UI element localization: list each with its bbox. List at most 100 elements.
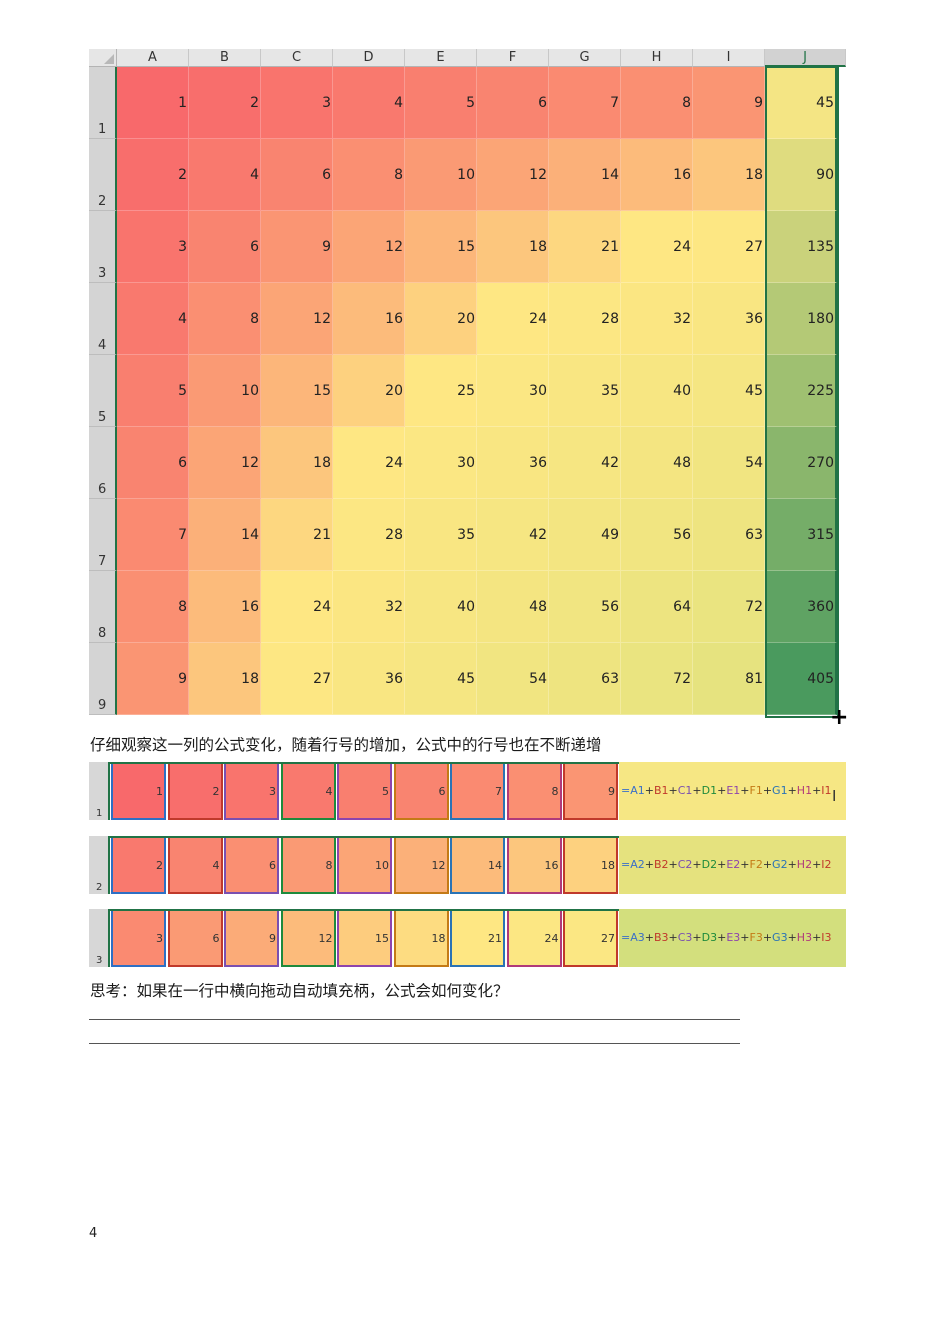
strip-cell[interactable]: 3 — [224, 762, 279, 820]
row-header-3[interactable]: 3 — [89, 211, 117, 283]
column-header-a[interactable]: A — [117, 49, 189, 67]
cell-a4[interactable]: 4 — [117, 283, 189, 355]
strip-cell[interactable]: 27 — [563, 909, 618, 967]
strip-cell[interactable]: 15 — [337, 909, 392, 967]
cell-k8[interactable] — [839, 571, 846, 644]
cell-b4[interactable]: 8 — [189, 283, 261, 355]
cell-j8[interactable]: 360 — [765, 571, 837, 643]
row-header-4[interactable]: 4 — [89, 283, 117, 355]
cell-i8[interactable]: 72 — [693, 571, 765, 643]
cell-i2[interactable]: 18 — [693, 139, 765, 211]
strip-cell[interactable]: 21 — [450, 909, 505, 967]
cell-c2[interactable]: 6 — [261, 139, 333, 211]
cell-h7[interactable]: 56 — [621, 499, 693, 571]
cell-a7[interactable]: 7 — [117, 499, 189, 571]
cell-b3[interactable]: 6 — [189, 211, 261, 283]
select-all-corner[interactable] — [89, 49, 117, 67]
cell-c7[interactable]: 21 — [261, 499, 333, 571]
cell-k9[interactable] — [839, 643, 846, 716]
cell-a8[interactable]: 8 — [117, 571, 189, 643]
cell-f8[interactable]: 48 — [477, 571, 549, 643]
cell-e3[interactable]: 15 — [405, 211, 477, 283]
column-header-h[interactable]: H — [621, 49, 693, 67]
cell-i6[interactable]: 54 — [693, 427, 765, 499]
cell-h3[interactable]: 24 — [621, 211, 693, 283]
cell-g7[interactable]: 49 — [549, 499, 621, 571]
cell-j9[interactable]: 405 — [765, 643, 837, 715]
cell-e9[interactable]: 45 — [405, 643, 477, 715]
cell-i9[interactable]: 81 — [693, 643, 765, 715]
cell-h4[interactable]: 32 — [621, 283, 693, 355]
cell-b5[interactable]: 10 — [189, 355, 261, 427]
cell-c9[interactable]: 27 — [261, 643, 333, 715]
cell-g6[interactable]: 42 — [549, 427, 621, 499]
cell-i1[interactable]: 9 — [693, 67, 765, 139]
column-header-e[interactable]: E — [405, 49, 477, 67]
column-header-d[interactable]: D — [333, 49, 405, 67]
cell-d2[interactable]: 8 — [333, 139, 405, 211]
cell-c6[interactable]: 18 — [261, 427, 333, 499]
strip-cell[interactable]: 4 — [280, 762, 336, 820]
crosshair-plus-icon[interactable]: + — [830, 705, 849, 730]
cell-c3[interactable]: 9 — [261, 211, 333, 283]
cell-k1[interactable] — [839, 67, 846, 140]
cell-g8[interactable]: 56 — [549, 571, 621, 643]
cell-a2[interactable]: 2 — [117, 139, 189, 211]
cell-a9[interactable]: 9 — [117, 643, 189, 715]
cell-i3[interactable]: 27 — [693, 211, 765, 283]
cell-c1[interactable]: 3 — [261, 67, 333, 139]
cell-b1[interactable]: 2 — [189, 67, 261, 139]
cell-k2[interactable] — [839, 139, 846, 212]
cell-g9[interactable]: 63 — [549, 643, 621, 715]
cell-a5[interactable]: 5 — [117, 355, 189, 427]
cell-f9[interactable]: 54 — [477, 643, 549, 715]
column-header-c[interactable]: C — [261, 49, 333, 67]
strip-cell[interactable]: 3 — [111, 909, 166, 967]
cell-a6[interactable]: 6 — [117, 427, 189, 499]
strip-cell[interactable]: 4 — [167, 836, 223, 894]
cell-g4[interactable]: 28 — [549, 283, 621, 355]
strip-row-header[interactable]: 2 — [89, 836, 110, 894]
cell-g3[interactable]: 21 — [549, 211, 621, 283]
column-header-f[interactable]: F — [477, 49, 549, 67]
cell-k6[interactable] — [839, 427, 846, 500]
cell-e8[interactable]: 40 — [405, 571, 477, 643]
column-header-j[interactable]: J — [765, 49, 846, 67]
cell-a1[interactable]: 1 — [117, 67, 189, 139]
strip-cell[interactable]: 10 — [337, 836, 392, 894]
strip-cell[interactable]: 2 — [167, 762, 223, 820]
strip-cell[interactable]: 1 — [111, 762, 166, 820]
cell-c8[interactable]: 24 — [261, 571, 333, 643]
strip-cell[interactable]: 5 — [337, 762, 392, 820]
cell-h5[interactable]: 40 — [621, 355, 693, 427]
cell-j1[interactable]: 45 — [765, 67, 837, 139]
formula-cell[interactable]: =A2+B2+C2+D2+E2+F2+G2+H2+I2 — [619, 836, 846, 894]
cell-b6[interactable]: 12 — [189, 427, 261, 499]
cell-f6[interactable]: 36 — [477, 427, 549, 499]
cell-j3[interactable]: 135 — [765, 211, 837, 283]
cell-d4[interactable]: 16 — [333, 283, 405, 355]
cell-f7[interactable]: 42 — [477, 499, 549, 571]
cell-e1[interactable]: 5 — [405, 67, 477, 139]
strip-cell[interactable]: 9 — [563, 762, 618, 820]
formula-cell[interactable]: =A3+B3+C3+D3+E3+F3+G3+H3+I3 — [619, 909, 846, 967]
cell-j5[interactable]: 225 — [765, 355, 837, 427]
formula-cell[interactable]: =A1+B1+C1+D1+E1+F1+G1+H1+I1 — [619, 762, 846, 820]
column-header-g[interactable]: G — [549, 49, 621, 67]
strip-row-header[interactable]: 1 — [89, 762, 110, 820]
cell-k3[interactable] — [839, 211, 846, 284]
row-header-2[interactable]: 2 — [89, 139, 117, 211]
column-header-i[interactable]: I — [693, 49, 765, 67]
cell-e6[interactable]: 30 — [405, 427, 477, 499]
cell-f1[interactable]: 6 — [477, 67, 549, 139]
cell-h8[interactable]: 64 — [621, 571, 693, 643]
strip-cell[interactable]: 9 — [224, 909, 279, 967]
strip-cell[interactable]: 8 — [280, 836, 336, 894]
strip-cell[interactable]: 12 — [393, 836, 449, 894]
cell-f5[interactable]: 30 — [477, 355, 549, 427]
cell-b8[interactable]: 16 — [189, 571, 261, 643]
strip-row-header[interactable]: 3 — [89, 909, 110, 967]
strip-cell[interactable]: 16 — [506, 836, 562, 894]
strip-cell[interactable]: 12 — [280, 909, 336, 967]
cell-d9[interactable]: 36 — [333, 643, 405, 715]
